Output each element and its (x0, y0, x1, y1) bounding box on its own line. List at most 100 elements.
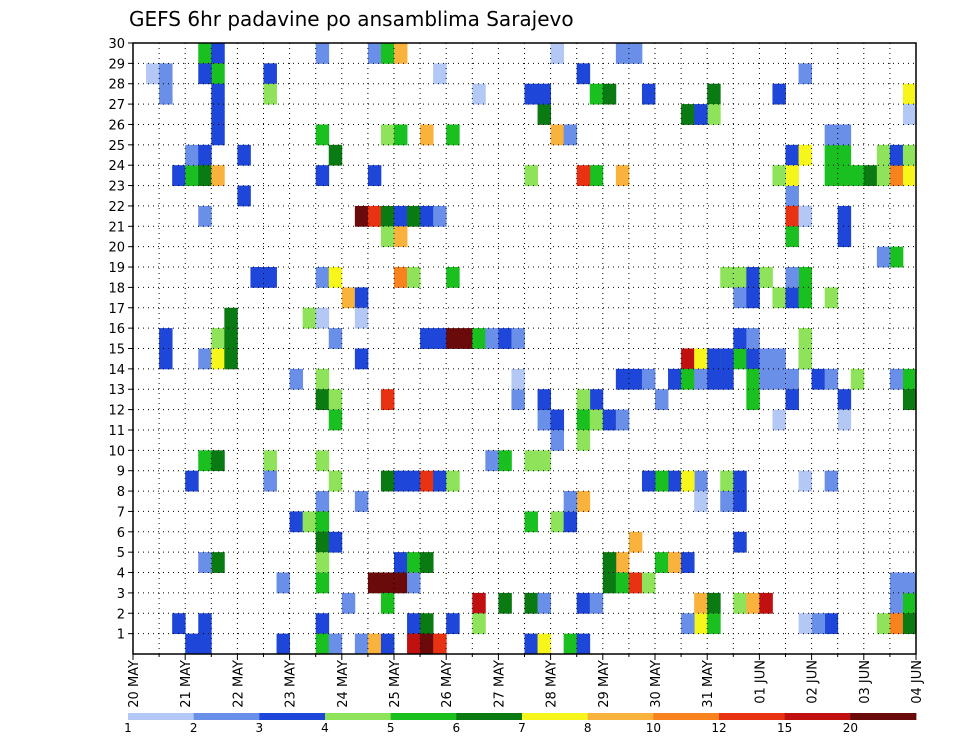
heatmap-cell (446, 613, 460, 635)
heatmap-cell (602, 83, 617, 105)
heatmap-cell (589, 409, 604, 431)
heatmap-cell (185, 144, 199, 166)
heatmap-cell (759, 267, 773, 288)
heatmap-cell (537, 633, 551, 655)
legend-swatch (522, 713, 589, 720)
heatmap-cell (354, 307, 369, 329)
heatmap-cell (746, 328, 760, 349)
x-tick-label: 29 MAY (597, 660, 612, 708)
y-axis: 1234567891011121314151617181920212223242… (108, 37, 133, 643)
heatmap-cell (785, 185, 799, 207)
heatmap-cell (615, 552, 630, 573)
heatmap-cell (537, 450, 551, 472)
heatmap-cells (146, 43, 917, 655)
heatmap-cell (798, 63, 812, 85)
heatmap-cell (707, 83, 721, 105)
heatmap-cell (681, 104, 695, 125)
heatmap-cell (550, 409, 565, 431)
heatmap-cell (850, 165, 865, 186)
x-tick-label: 28 MAY (545, 660, 560, 708)
heatmap-cell (720, 470, 734, 492)
heatmap-cell (159, 328, 173, 349)
heatmap-cell (641, 470, 656, 492)
heatmap-cell (798, 613, 812, 635)
heatmap-cell (589, 83, 604, 105)
heatmap-cell (707, 104, 721, 125)
y-tick-label: 19 (108, 261, 125, 276)
heatmap-cell (198, 63, 212, 85)
heatmap-cell (602, 409, 617, 431)
heatmap-cell (380, 226, 395, 248)
heatmap-cell (263, 63, 277, 85)
heatmap-cell (798, 267, 812, 288)
heatmap-cell (328, 328, 343, 349)
heatmap-cell (315, 450, 330, 472)
x-tick-label: 02 JUN (806, 660, 821, 704)
heatmap-cell (563, 511, 578, 533)
heatmap-cell (433, 633, 447, 655)
heatmap-cell (211, 165, 225, 186)
heatmap-cell (655, 389, 669, 410)
heatmap-cell (472, 83, 486, 105)
heatmap-cell (824, 368, 839, 390)
y-tick-label: 26 (108, 118, 125, 133)
heatmap-cell (628, 43, 643, 64)
heatmap-cell (641, 572, 656, 594)
heatmap-cell (655, 552, 669, 573)
legend-label: 20 (843, 721, 858, 735)
y-tick-label: 21 (108, 220, 125, 235)
x-tick-label: 26 MAY (440, 660, 455, 708)
heatmap-cell (837, 226, 852, 248)
legend-swatch (719, 713, 786, 720)
heatmap-cell (380, 633, 395, 655)
y-tick-label: 29 (108, 57, 125, 72)
heatmap-cell (576, 165, 591, 186)
heatmap-cell (576, 63, 591, 85)
heatmap-cell (211, 450, 225, 472)
x-tick-label: 04 JUN (910, 660, 925, 704)
heatmap-cell (211, 104, 225, 125)
y-tick-label: 1 (117, 628, 125, 643)
heatmap-cell (315, 267, 330, 288)
heatmap-cell (824, 470, 839, 492)
heatmap-cell (576, 633, 591, 655)
heatmap-cell (224, 307, 238, 329)
heatmap-cell (681, 613, 695, 635)
heatmap-cell (354, 287, 369, 309)
heatmap-cell (824, 613, 839, 635)
heatmap-cell (824, 124, 839, 146)
heatmap-cell (380, 592, 395, 614)
heatmap-cell (902, 83, 917, 105)
heatmap-cell (641, 368, 656, 390)
heatmap-cell (720, 368, 734, 390)
heatmap-cell (511, 368, 525, 390)
heatmap-cell (772, 165, 786, 186)
heatmap-cell (159, 83, 173, 105)
heatmap-cell (550, 429, 565, 451)
heatmap-cell (380, 43, 395, 64)
heatmap-cell (498, 592, 512, 614)
heatmap-cell (628, 531, 643, 553)
y-tick-label: 16 (108, 322, 125, 337)
heatmap-cell (224, 328, 238, 349)
heatmap-cell (315, 491, 330, 512)
heatmap-cell (694, 491, 708, 512)
y-tick-label: 7 (117, 505, 125, 520)
heatmap-cell (315, 43, 330, 64)
legend-swatch (653, 713, 720, 720)
heatmap-cell (289, 511, 304, 533)
heatmap-cell (759, 368, 773, 390)
heatmap-cell (694, 348, 708, 370)
heatmap-cell (328, 267, 343, 288)
heatmap-cell (615, 409, 630, 431)
heatmap-cell (563, 124, 578, 146)
heatmap-cell (511, 328, 525, 349)
heatmap-cell (380, 470, 395, 492)
heatmap-cell (537, 409, 551, 431)
heatmap-cell (211, 124, 225, 146)
x-tick-label: 01 JUN (753, 660, 768, 704)
heatmap-cell (902, 104, 917, 125)
heatmap-cell (524, 83, 538, 105)
y-tick-label: 27 (108, 98, 125, 113)
heatmap-cell (824, 165, 839, 186)
